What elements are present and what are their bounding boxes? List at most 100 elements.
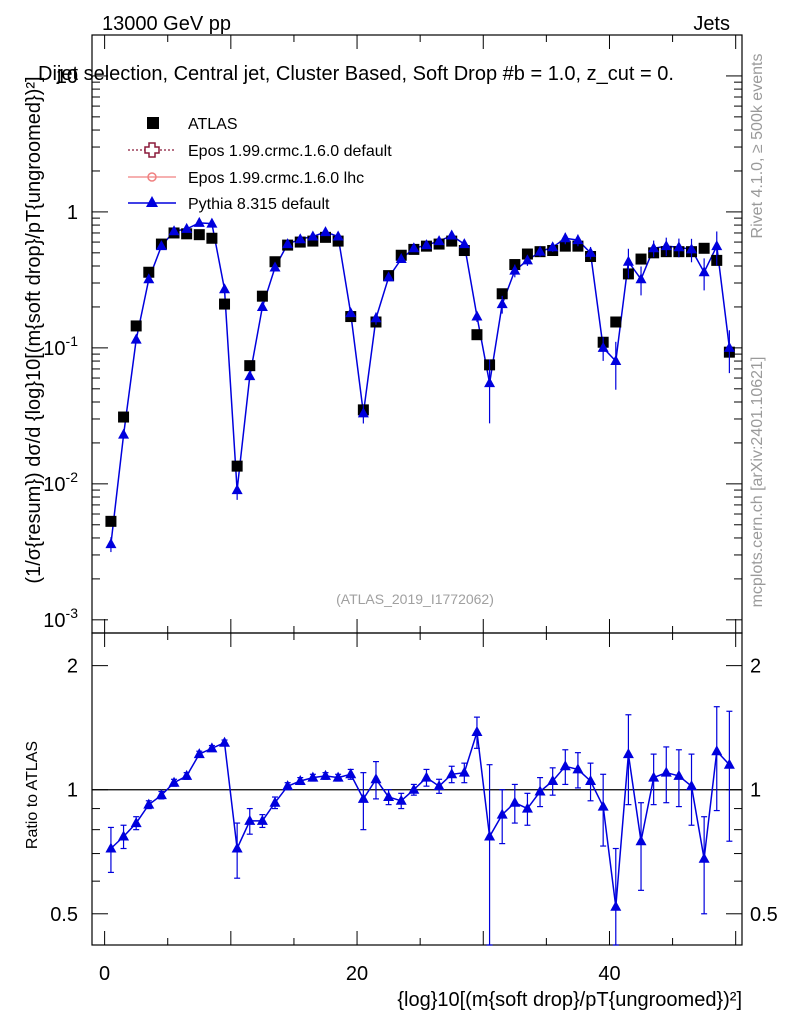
- pythia-point: [395, 253, 407, 264]
- pythia-point: [446, 229, 458, 240]
- pythia-ratio-point: [686, 780, 698, 791]
- atlas-data-point: [496, 288, 508, 300]
- legend: ATLAS Epos 1.99.crmc.1.6.0 default Epos …: [128, 116, 392, 213]
- x-tick-label: 40: [598, 963, 620, 985]
- ratio-frame: [91, 632, 743, 946]
- pythia-ratio-point: [446, 768, 458, 779]
- pythia-point: [585, 246, 597, 257]
- pythia-point: [231, 484, 243, 495]
- pythia-ratio-point: [244, 814, 256, 825]
- pythia-ratio-point: [383, 791, 395, 802]
- pythia-ratio-point: [509, 796, 521, 807]
- atlas-data-point: [181, 228, 193, 240]
- pythia-point: [357, 407, 369, 418]
- pythia-point: [294, 233, 306, 244]
- pythia-ratio-point: [572, 763, 584, 774]
- atlas-data-point: [143, 266, 155, 278]
- pythia-point: [597, 341, 609, 352]
- pythia-point: [420, 239, 432, 250]
- pythia-point: [282, 238, 294, 249]
- pythia-ratio-point: [471, 726, 483, 737]
- pythia-point: [433, 235, 445, 246]
- pythia-ratio-point: [433, 780, 445, 791]
- pythia-ratio-point: [155, 789, 167, 800]
- pythia-ratio-point: [723, 758, 735, 769]
- pythia-point: [345, 307, 357, 318]
- pythia-point: [711, 240, 723, 251]
- y-tick-label-main: 10-2: [43, 469, 78, 496]
- x-tick-label: 20: [346, 963, 368, 985]
- atlas-data-point: [446, 235, 458, 247]
- legend-epos-default-label: Epos 1.99.crmc.1.6.0 default: [188, 143, 392, 160]
- y-tick-label-ratio-right: 2: [750, 656, 761, 678]
- pythia-ratio-point: [357, 792, 369, 803]
- pythia-point: [723, 341, 735, 352]
- pythia-ratio-point: [610, 900, 622, 911]
- atlas-data-point: [332, 235, 344, 247]
- pythia-ratio-point: [698, 852, 710, 863]
- pythia-ratio-point: [395, 794, 407, 805]
- pythia-ratio-point: [332, 771, 344, 782]
- atlas-data-point: [130, 320, 142, 332]
- y-tick-label-main: 10-1: [43, 333, 78, 360]
- pythia-point: [105, 538, 117, 549]
- pythia-point: [559, 232, 571, 243]
- pythia-point: [193, 216, 205, 227]
- atlas-data-point: [219, 298, 231, 310]
- atlas-data-point: [105, 515, 117, 527]
- pythia-ratio-point: [130, 817, 142, 828]
- pythia-ratio-point: [168, 776, 180, 787]
- pythia-point: [130, 333, 142, 344]
- y-axis-label-main: (1/σ{resum}) dσ/d {log}10[(m{soft drop}/…: [23, 76, 45, 583]
- pythia-ratio-point: [269, 796, 281, 807]
- pythia-ratio-point: [193, 748, 205, 759]
- pythia-ratio-point: [206, 742, 218, 753]
- legend-epos-lhc-label: Epos 1.99.crmc.1.6.0 lhc: [188, 170, 364, 187]
- atlas-data-point: [559, 240, 571, 252]
- pythia-ratio-point: [635, 835, 647, 846]
- legend-atlas-marker: [147, 117, 159, 129]
- pythia-point: [686, 243, 698, 254]
- atlas-data-point: [206, 232, 218, 244]
- atlas-data-point: [610, 316, 622, 328]
- pythia-ratio-point: [673, 769, 685, 780]
- pythia-point: [244, 370, 256, 381]
- pythia-point: [547, 241, 559, 252]
- pythia-ratio-point: [294, 774, 306, 785]
- y-axis-label-ratio: Ratio to ATLAS: [24, 741, 41, 849]
- pythia-point: [319, 226, 331, 237]
- y-tick-label-ratio-right: 1: [750, 780, 761, 802]
- pythia-point: [622, 255, 634, 266]
- atlas-data-point: [521, 248, 533, 260]
- atlas-data-point: [231, 460, 243, 472]
- atlas-data-point: [319, 231, 331, 243]
- y-tick-label-main: 10-3: [43, 605, 78, 632]
- pythia-point: [181, 222, 193, 233]
- pythia-ratio-point: [559, 760, 571, 771]
- plot-title: Dijet selection, Central jet, Cluster Ba…: [38, 63, 674, 85]
- pythia-series-line: [110, 222, 731, 545]
- y-tick-label-ratio-right: 0.5: [750, 904, 778, 926]
- pythia-ratio-point: [622, 748, 634, 759]
- pythia-point: [534, 245, 546, 256]
- analysis-reference: (ATLAS_2019_I1772062): [336, 591, 494, 607]
- pythia-point: [256, 300, 268, 311]
- atlas-data-point: [244, 360, 256, 372]
- pythia-ratio-point: [408, 783, 420, 794]
- y-tick-label-ratio: 1: [67, 780, 78, 802]
- legend-pythia-marker: [146, 196, 158, 207]
- pythia-ratio-point: [370, 773, 382, 784]
- legend-epos-default-marker: [144, 142, 160, 158]
- pythia-ratio-point: [118, 830, 130, 841]
- main-plot-marks: [105, 216, 735, 553]
- pythia-point: [660, 240, 672, 251]
- pythia-point: [269, 261, 281, 272]
- pythia-ratio-point: [319, 769, 331, 780]
- pythia-ratio-line: [110, 731, 730, 907]
- pythia-ratio-point: [585, 774, 597, 785]
- pythia-ratio-point: [105, 842, 117, 853]
- x-tick-label: 0: [99, 963, 110, 985]
- y-tick-label-main: 1: [67, 202, 78, 224]
- pythia-point: [168, 225, 180, 236]
- pythia-point: [143, 273, 155, 284]
